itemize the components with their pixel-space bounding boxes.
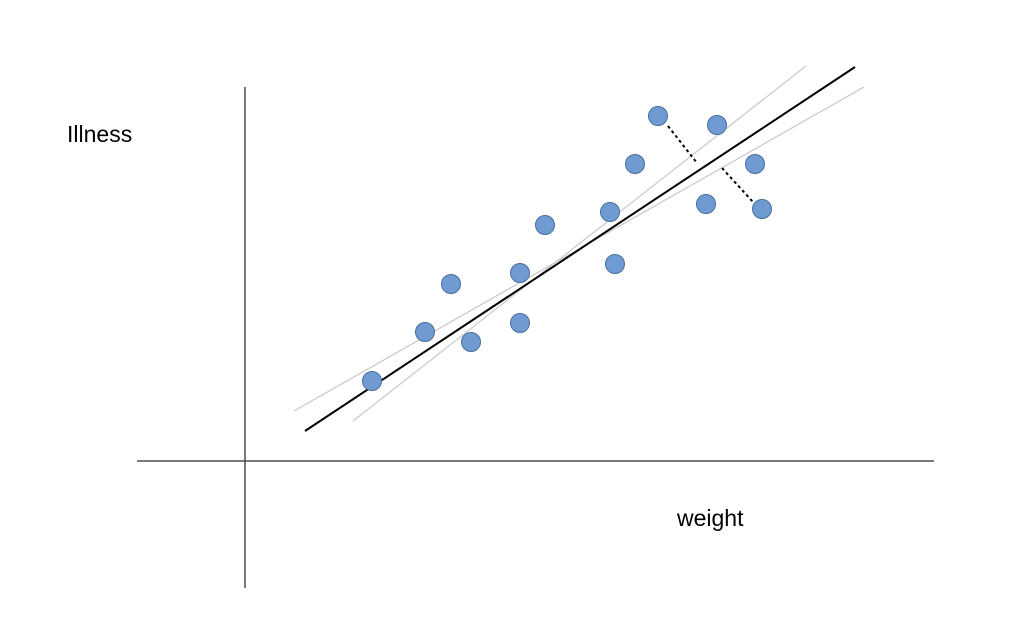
best-fit-line	[304, 66, 856, 432]
candidate-line-steep	[352, 65, 807, 422]
data-point	[696, 194, 716, 214]
data-point	[510, 313, 530, 333]
x-axis-label: weight	[676, 505, 744, 531]
residual-line	[667, 125, 698, 164]
data-point	[510, 263, 530, 283]
data-point	[600, 202, 620, 222]
y-axis-label: Illness	[67, 121, 132, 147]
data-point	[605, 254, 625, 274]
data-point	[707, 115, 727, 135]
data-point	[415, 322, 435, 342]
data-point	[752, 199, 772, 219]
residual-line	[721, 167, 754, 203]
data-point	[648, 106, 668, 126]
data-point	[535, 215, 555, 235]
data-point	[441, 274, 461, 294]
data-point	[625, 154, 645, 174]
data-point	[362, 371, 382, 391]
data-point	[745, 154, 765, 174]
data-point	[461, 332, 481, 352]
data-points	[362, 106, 772, 391]
